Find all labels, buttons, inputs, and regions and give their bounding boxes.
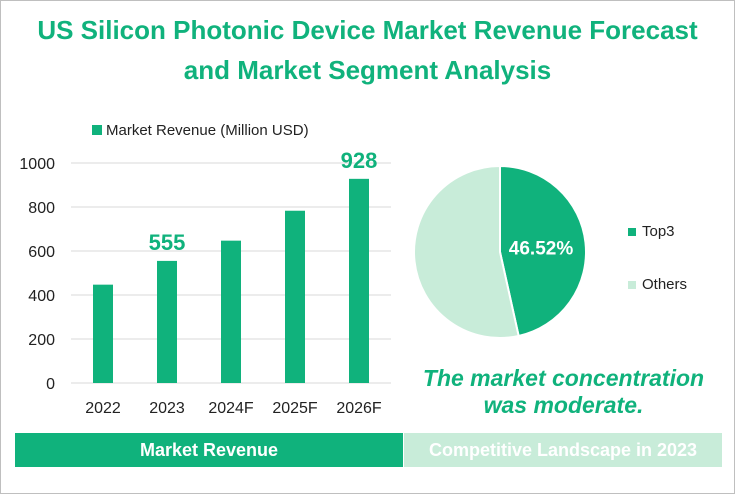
y-tick-label: 400 xyxy=(28,288,55,305)
y-tick-label: 200 xyxy=(28,332,55,349)
band-market-revenue: Market Revenue xyxy=(15,433,403,467)
x-tick-label: 2022 xyxy=(85,400,121,417)
pie-legend-label: Top3 xyxy=(642,223,675,240)
pie-slice-others xyxy=(413,164,520,339)
data-label: 555 xyxy=(149,230,186,255)
y-tick-label: 1000 xyxy=(19,156,55,173)
x-tick-label: 2024F xyxy=(208,400,254,417)
conclusion-note: The market concentration was moderate. xyxy=(422,365,705,418)
pie-slice-top3 xyxy=(499,164,587,338)
legend-label: Market Revenue (Million USD) xyxy=(106,122,309,139)
x-tick-label: 2023 xyxy=(149,400,185,417)
x-tick-label: 2026F xyxy=(336,400,382,417)
y-tick-label: 600 xyxy=(28,244,55,261)
bar-2023 xyxy=(157,260,177,383)
pie-legend-label: Others xyxy=(642,276,687,293)
pie-legend-swatch xyxy=(628,281,636,289)
data-label: 928 xyxy=(341,148,378,173)
pie-legend-swatch xyxy=(628,228,636,236)
title-line-2: and Market Segment Analysis xyxy=(183,55,552,85)
pie-label: 46.52% xyxy=(509,238,574,259)
bar-2026F xyxy=(349,178,369,383)
bar-2022 xyxy=(93,284,113,383)
bar-2024F xyxy=(221,240,241,383)
y-tick-label: 800 xyxy=(28,200,55,217)
band-competitive-landscape: Competitive Landscape in 2023 xyxy=(404,433,722,467)
title-line-1: US Silicon Photonic Device Market Revenu… xyxy=(37,15,698,45)
x-tick-label: 2025F xyxy=(272,400,318,417)
legend-swatch xyxy=(92,125,102,135)
y-tick-label: 0 xyxy=(46,376,55,393)
bar-2025F xyxy=(285,210,305,383)
charts: 0 200 400 600 800 1000 Market Revenue (Million… xyxy=(19,122,687,417)
